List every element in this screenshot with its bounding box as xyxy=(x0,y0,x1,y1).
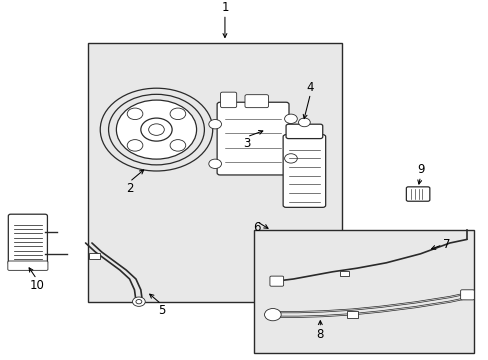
Circle shape xyxy=(284,114,297,123)
Circle shape xyxy=(208,159,221,168)
Bar xyxy=(254,230,473,353)
Circle shape xyxy=(298,118,309,127)
FancyBboxPatch shape xyxy=(89,253,100,259)
Text: 4: 4 xyxy=(306,81,314,94)
Text: 3: 3 xyxy=(243,137,250,150)
Text: 6: 6 xyxy=(252,221,260,234)
Circle shape xyxy=(148,124,164,135)
Circle shape xyxy=(132,297,145,306)
FancyBboxPatch shape xyxy=(406,187,429,201)
Text: 7: 7 xyxy=(442,238,449,251)
Circle shape xyxy=(141,118,172,141)
FancyBboxPatch shape xyxy=(8,214,47,265)
Circle shape xyxy=(116,100,196,159)
FancyBboxPatch shape xyxy=(217,102,288,175)
FancyBboxPatch shape xyxy=(283,135,325,207)
FancyBboxPatch shape xyxy=(285,124,322,139)
FancyBboxPatch shape xyxy=(346,311,357,318)
FancyBboxPatch shape xyxy=(460,290,473,300)
FancyBboxPatch shape xyxy=(269,276,283,286)
FancyBboxPatch shape xyxy=(339,271,348,276)
FancyBboxPatch shape xyxy=(8,261,48,270)
Bar xyxy=(88,43,342,302)
Circle shape xyxy=(127,140,142,151)
Circle shape xyxy=(170,108,185,120)
Text: 2: 2 xyxy=(125,182,133,195)
Text: 9: 9 xyxy=(416,163,424,176)
Circle shape xyxy=(136,300,142,304)
Circle shape xyxy=(170,140,185,151)
Text: 5: 5 xyxy=(157,304,165,317)
Circle shape xyxy=(127,108,142,120)
Circle shape xyxy=(208,120,221,129)
Circle shape xyxy=(264,309,281,321)
Text: 8: 8 xyxy=(316,328,324,341)
Text: 1: 1 xyxy=(221,1,228,14)
Circle shape xyxy=(284,154,297,163)
FancyBboxPatch shape xyxy=(244,95,268,108)
FancyBboxPatch shape xyxy=(220,92,236,108)
Text: 10: 10 xyxy=(29,279,44,292)
